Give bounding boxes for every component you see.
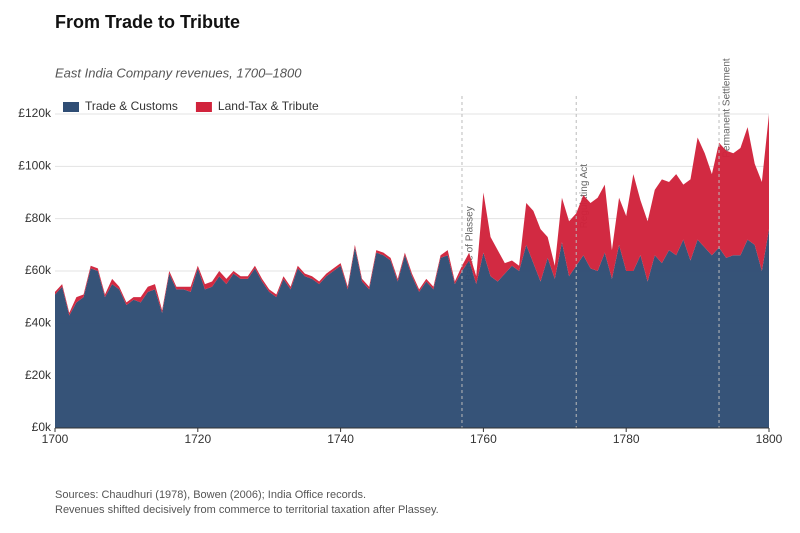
annotation-label: Permanent Settlement — [722, 58, 733, 158]
annotation-label: Battle of Plassey — [465, 206, 476, 280]
legend-label: Trade & Customs — [85, 99, 178, 113]
y-tick-label: £40k — [25, 316, 52, 330]
chart-subtitle: East India Company revenues, 1700–1800 — [55, 65, 302, 80]
y-tick-label: £60k — [25, 263, 52, 277]
y-tick-label: £100k — [18, 159, 52, 173]
y-tick-label: £80k — [25, 211, 52, 225]
y-tick-label: £20k — [25, 368, 52, 382]
x-tick-label: 1760 — [470, 432, 497, 446]
x-tick-label: 1700 — [42, 432, 69, 446]
legend-swatch — [63, 102, 79, 112]
y-tick-label: £0k — [32, 420, 52, 434]
legend-label: Land-Tax & Tribute — [218, 99, 319, 113]
x-tick-label: 1800 — [756, 432, 783, 446]
source-note: Revenues shifted decisively from commerc… — [55, 504, 439, 516]
x-tick-label: 1780 — [613, 432, 640, 446]
x-tick-label: 1720 — [184, 432, 211, 446]
annotation-label: Regulating Act — [579, 164, 590, 229]
legend-swatch — [195, 102, 212, 112]
chart-title: From Trade to Tribute — [55, 12, 240, 32]
area — [55, 114, 769, 316]
x-tick-label: 1740 — [327, 432, 354, 446]
y-tick-label: £120k — [18, 106, 52, 120]
source-note: Sources: Chaudhuri (1978), Bowen (2006);… — [55, 489, 366, 501]
area — [55, 229, 769, 428]
